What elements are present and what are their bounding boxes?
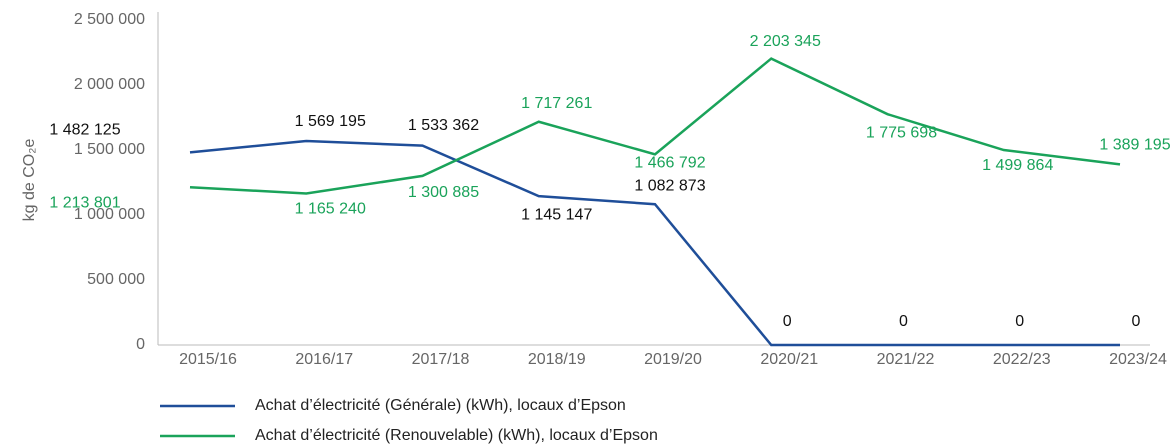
y-tick-label: 1 500 000	[74, 141, 145, 158]
x-tick-label: 2022/23	[993, 351, 1051, 368]
x-tick-label: 2015/16	[179, 351, 237, 368]
data-label: 1 145 147	[521, 206, 592, 223]
data-label: 1 775 698	[866, 124, 937, 141]
x-tick-label: 2021/22	[877, 351, 935, 368]
x-tick-label: 2017/18	[412, 351, 470, 368]
data-label: 1 466 792	[634, 155, 705, 172]
x-tick-label: 2020/21	[760, 351, 818, 368]
data-label: 1 717 261	[521, 95, 592, 112]
legend-label: Achat d’électricité (Renouvelable) (kWh)…	[255, 427, 658, 444]
x-tick-label: 2016/17	[295, 351, 353, 368]
data-label: 1 165 240	[295, 201, 366, 218]
line-series	[189, 57, 1121, 195]
y-tick-label: 500 000	[87, 271, 145, 288]
y-axis-label: kg de CO₂e	[21, 139, 38, 222]
data-label: 1 389 195	[1099, 137, 1170, 154]
y-tick-label: 1 000 000	[74, 206, 145, 223]
x-tick-label: 2018/19	[528, 351, 586, 368]
x-tick-label: 2023/24	[1109, 351, 1167, 368]
y-tick-label: 2 000 000	[74, 76, 145, 93]
y-tick-label: 0	[136, 336, 145, 353]
data-label: 1 533 362	[408, 117, 479, 134]
data-label: 2 203 345	[750, 33, 821, 50]
data-label: 1 482 125	[49, 122, 120, 139]
x-tick-label: 2019/20	[644, 351, 702, 368]
line-series	[189, 139, 1120, 347]
data-label: 0	[1132, 313, 1141, 330]
data-label: 0	[783, 313, 792, 330]
data-label: 1 569 195	[295, 113, 366, 130]
data-label: 1 213 801	[49, 194, 120, 211]
legend-label: Achat d’électricité (Générale) (kWh), lo…	[255, 397, 626, 414]
y-tick-label: 2 500 000	[74, 11, 145, 28]
data-label: 1 499 864	[982, 157, 1053, 174]
data-label: 0	[1015, 313, 1024, 330]
data-label: 1 300 885	[408, 184, 479, 201]
data-label: 0	[899, 313, 908, 330]
data-label: 1 082 873	[634, 177, 705, 194]
